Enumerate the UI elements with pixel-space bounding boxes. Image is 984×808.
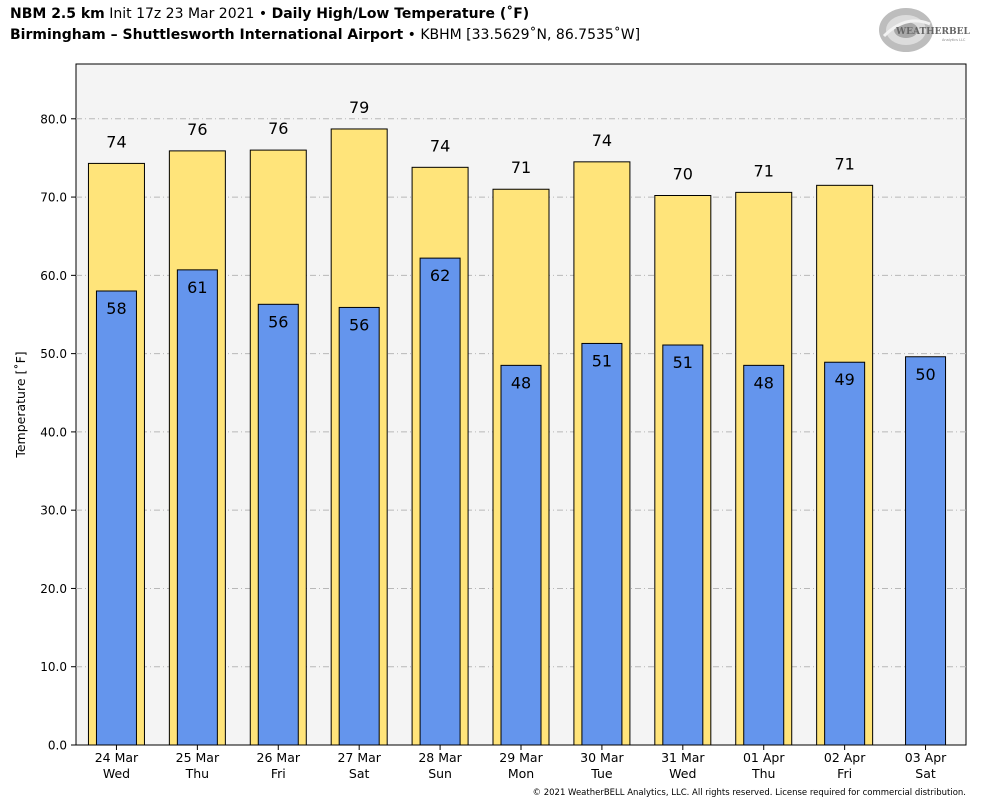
high-temp-label: 74 <box>106 132 126 151</box>
logo-text: WEATHERBELL <box>895 27 970 37</box>
weatherbell-logo: WEATHERBELL Analytics LLC <box>879 8 970 52</box>
x-tick-date: 27 Mar <box>337 750 381 765</box>
low-temp-label: 49 <box>834 370 854 389</box>
y-axis-label: Temperature [˚F] <box>13 351 28 458</box>
y-tick-label: 10.0 <box>40 660 67 674</box>
x-tick-date: 29 Mar <box>499 750 543 765</box>
y-tick-label: 60.0 <box>40 269 67 283</box>
low-temp-bar <box>338 306 380 746</box>
x-tick-weekday: Thu <box>185 766 209 781</box>
station-info: KBHM [33.5629˚N, 86.7535˚W] <box>420 27 641 43</box>
y-tick-label: 80.0 <box>40 112 67 126</box>
low-temp-bar <box>743 364 785 746</box>
high-temp-label: 71 <box>754 161 774 180</box>
low-temp-label: 61 <box>187 278 207 297</box>
high-temp-label: 74 <box>430 136 450 155</box>
high-temp-label: 74 <box>592 131 612 150</box>
low-temp-label: 62 <box>430 266 450 285</box>
x-tick-weekday: Mon <box>508 766 534 781</box>
x-tick-date: 26 Mar <box>257 750 301 765</box>
low-temp-label: 56 <box>268 312 288 331</box>
y-tick-label: 70.0 <box>40 191 67 205</box>
x-tick-date: 03 Apr <box>905 750 947 765</box>
y-axis-ticks: 0.0 10.0 20.0 30.0 40.0 50.0 60.0 70.0 80.0 <box>40 112 76 753</box>
x-tick-weekday: Fri <box>837 766 852 781</box>
low-temp-label: 50 <box>915 365 935 384</box>
x-tick-weekday: Sun <box>428 766 452 781</box>
title-line-2: Birmingham – Shuttlesworth International… <box>10 27 640 43</box>
title-bullet: • <box>258 6 268 22</box>
location-name: Birmingham – Shuttlesworth International… <box>10 27 404 43</box>
x-tick-weekday: Thu <box>751 766 775 781</box>
low-temp-bar <box>500 364 542 746</box>
init-time: Init 17z 23 Mar 2021 <box>109 6 255 22</box>
high-temp-label: 71 <box>511 158 531 177</box>
low-temp-bar <box>257 303 299 746</box>
copyright-notice: © 2021 WeatherBELL Analytics, LLC. All r… <box>532 788 966 798</box>
low-temp-label: 58 <box>106 299 126 318</box>
x-tick-date: 25 Mar <box>176 750 220 765</box>
low-temp-bar <box>581 342 623 746</box>
low-temp-bar <box>176 269 218 746</box>
low-temp-bar <box>905 356 947 746</box>
bars <box>87 128 947 746</box>
title-bullet-2: • <box>407 27 416 43</box>
high-temp-label: 76 <box>187 120 207 139</box>
low-temp-label: 48 <box>754 373 774 392</box>
y-tick-label: 0.0 <box>48 739 67 753</box>
x-tick-weekday: Wed <box>669 766 696 781</box>
high-temp-label: 70 <box>673 165 693 184</box>
x-tick-date: 24 Mar <box>95 750 139 765</box>
low-temp-bar <box>824 361 866 746</box>
x-tick-weekday: Wed <box>103 766 130 781</box>
high-temp-label: 76 <box>268 119 288 138</box>
x-tick-weekday: Tue <box>590 766 613 781</box>
x-tick-weekday: Sat <box>349 766 370 781</box>
high-temp-label: 71 <box>834 154 854 173</box>
x-tick-weekday: Fri <box>271 766 286 781</box>
x-tick-date: 01 Apr <box>743 750 785 765</box>
x-tick-weekday: Sat <box>915 766 936 781</box>
high-temp-label: 79 <box>349 98 369 117</box>
y-tick-label: 40.0 <box>40 425 67 439</box>
product-title: Daily High/Low Temperature (˚F) <box>271 6 530 22</box>
low-temp-label: 51 <box>673 353 693 372</box>
y-tick-label: 50.0 <box>40 347 67 361</box>
low-temp-bar <box>662 344 704 746</box>
low-temp-label: 51 <box>592 351 612 370</box>
model-name: NBM 2.5 km <box>10 6 105 22</box>
low-temp-bar <box>95 290 137 746</box>
x-tick-date: 30 Mar <box>580 750 624 765</box>
y-tick-label: 20.0 <box>40 582 67 596</box>
x-tick-date: 28 Mar <box>418 750 462 765</box>
low-temp-bar <box>419 257 461 746</box>
x-tick-date: 31 Mar <box>661 750 705 765</box>
title-line-1: NBM 2.5 km Init 17z 23 Mar 2021 • Daily … <box>10 6 529 22</box>
y-tick-label: 30.0 <box>40 504 67 518</box>
logo-subtext: Analytics LLC <box>942 38 966 42</box>
low-temp-label: 48 <box>511 373 531 392</box>
x-tick-date: 02 Apr <box>824 750 866 765</box>
data-labels: 74 58 76 61 76 56 79 56 74 62 71 48 74 51 70 51 71 48 71 49… <box>106 98 935 392</box>
low-temp-label: 56 <box>349 315 369 334</box>
